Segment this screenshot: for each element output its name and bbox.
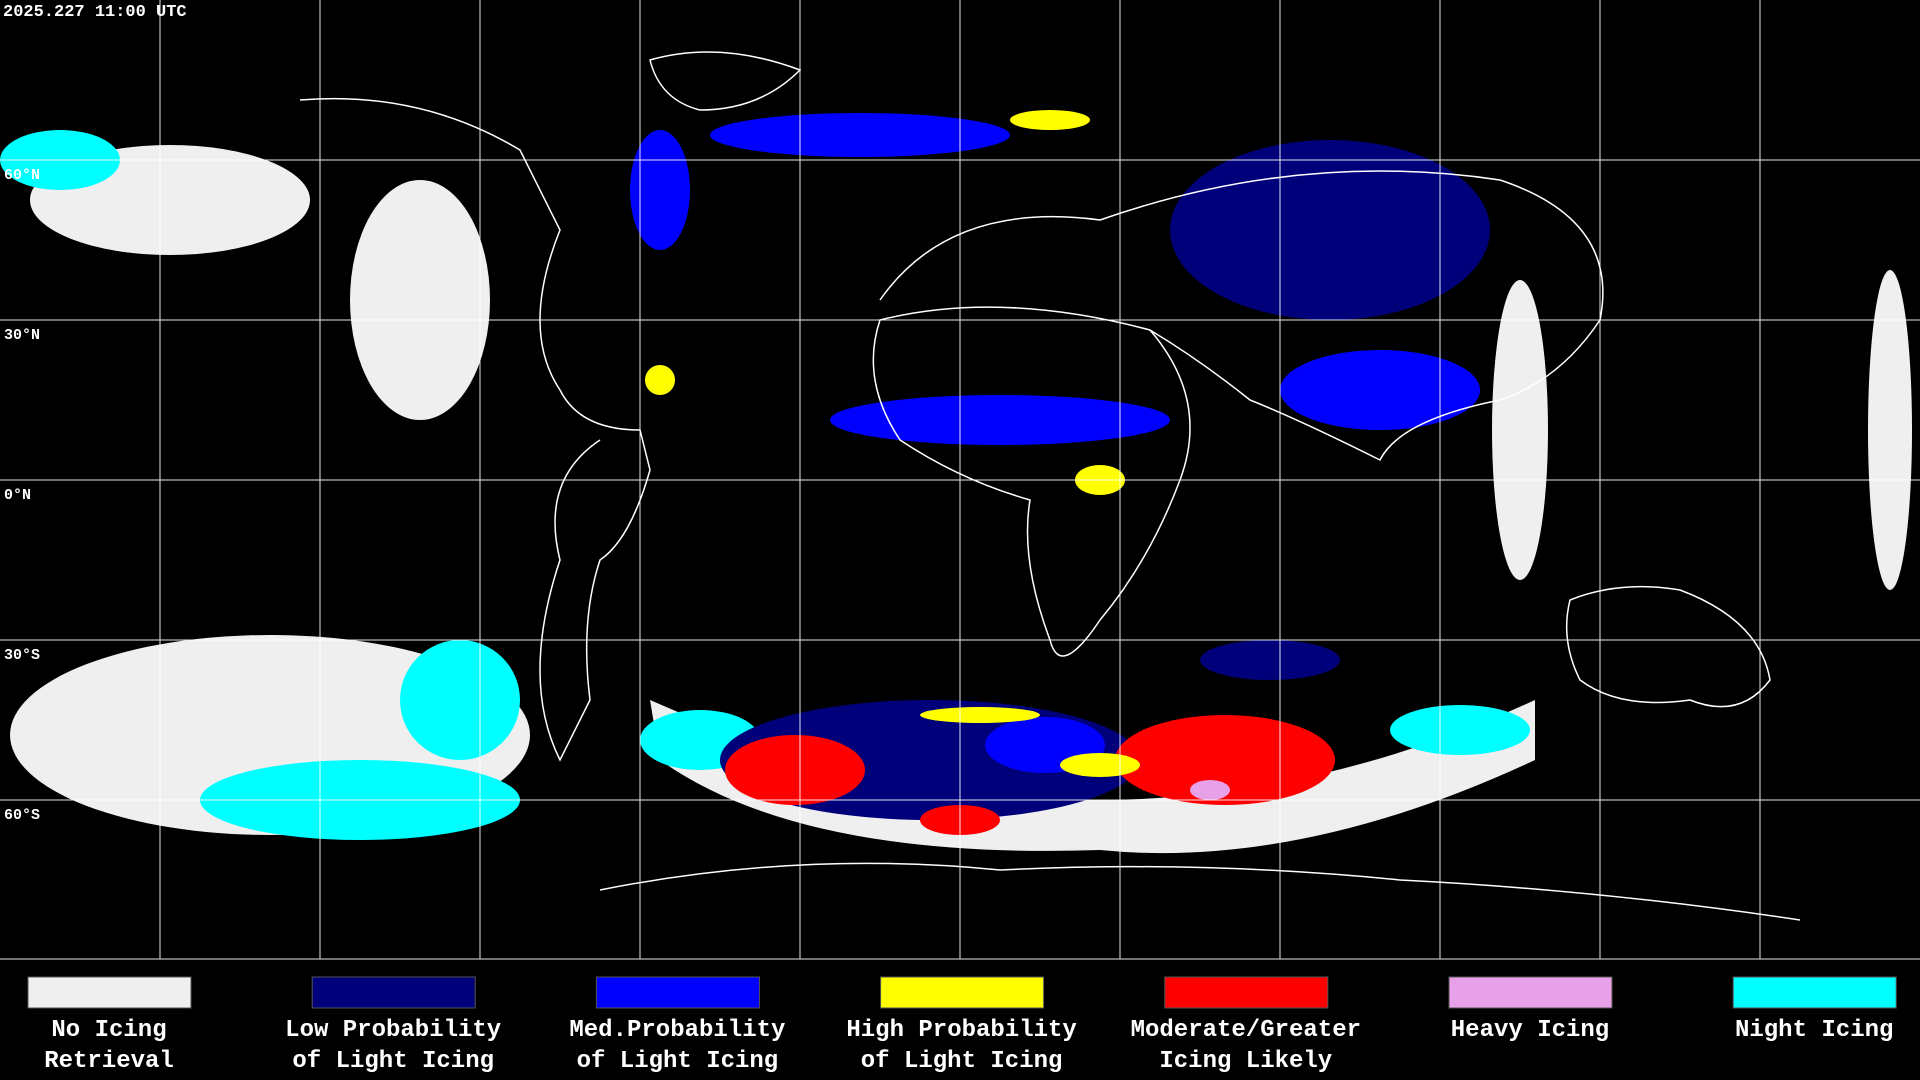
- cloud-field: [1390, 705, 1530, 755]
- cloud-field: [1190, 780, 1230, 800]
- cloud-field: [630, 130, 690, 250]
- legend-label: Low Probability: [285, 1017, 501, 1044]
- coastline: [1565, 585, 1771, 708]
- cloud-field: [1170, 140, 1490, 320]
- cloud-field: [1200, 640, 1340, 680]
- icing-fields: [0, 110, 1912, 854]
- coastline: [299, 97, 651, 762]
- cloud-field: [830, 395, 1170, 445]
- legend-label: Moderate/Greater: [1131, 1017, 1361, 1044]
- legend-label: No Icing: [51, 1017, 166, 1044]
- legend-swatch: [595, 976, 760, 1009]
- coastline: [879, 170, 1604, 462]
- legend-swatch: [880, 976, 1045, 1009]
- cloud-field: [1280, 350, 1480, 430]
- legend-label: Night Icing: [1735, 1017, 1893, 1044]
- cloud-field: [645, 365, 675, 395]
- legend-label: of Light Icing: [292, 1048, 494, 1075]
- latitude-label: 60°N: [4, 167, 40, 184]
- cloud-field: [920, 707, 1040, 723]
- legend-swatch: [1448, 976, 1613, 1009]
- legend-label: Icing Likely: [1159, 1048, 1332, 1075]
- timestamp: 2025.227 11:00 UTC: [3, 3, 187, 22]
- legend-swatch: [311, 976, 476, 1009]
- legend-label: of Light Icing: [577, 1048, 779, 1075]
- legend-label: Heavy Icing: [1451, 1017, 1609, 1044]
- latitude-label: 0°N: [4, 487, 31, 504]
- latitude-label: 30°S: [4, 647, 40, 664]
- cloud-field: [725, 735, 865, 805]
- cloud-field: [1492, 280, 1548, 580]
- cloud-field: [350, 180, 490, 420]
- legend-swatch: [27, 976, 192, 1009]
- legend-swatch: [1164, 976, 1329, 1009]
- cloud-field: [400, 640, 520, 760]
- cloud-field: [710, 113, 1010, 157]
- cloud-field: [1060, 753, 1140, 777]
- latitude-label: 30°N: [4, 327, 40, 344]
- legend-swatch: [1732, 976, 1897, 1009]
- graticule: [0, 0, 1920, 960]
- legend-label: High Probability: [846, 1017, 1076, 1044]
- cloud-field: [1868, 270, 1912, 590]
- coastline: [649, 51, 802, 111]
- legend-label: Med.Probability: [569, 1017, 785, 1044]
- cloud-field: [1010, 110, 1090, 130]
- legend-label: Retrieval: [44, 1048, 174, 1075]
- latitude-label: 60°S: [4, 807, 40, 824]
- legend-label: of Light Icing: [861, 1048, 1063, 1075]
